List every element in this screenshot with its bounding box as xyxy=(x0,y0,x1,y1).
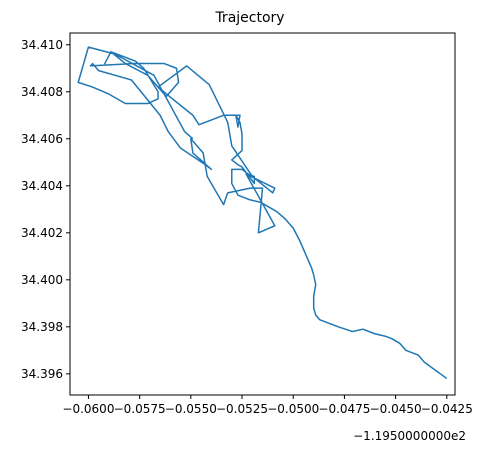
y-axis: 34.396 34.398 34.400 34.402 34.404 34.406 34.4… xyxy=(21,38,70,381)
y-tick-label: 34.406 xyxy=(21,132,63,146)
y-tick-label: 34.398 xyxy=(21,320,63,334)
series-layer xyxy=(77,46,448,380)
y-tick-label: 34.404 xyxy=(21,179,63,193)
x-tick-label: −0.0475 xyxy=(318,402,370,416)
x-tick-label: −0.0575 xyxy=(114,402,166,416)
x-tick-label: −0.0600 xyxy=(62,402,114,416)
x-axis: −0.0600 −0.0575 −0.0550 −0.0525 −0.0500 −0.04… xyxy=(62,395,473,416)
y-tick-label: 34.402 xyxy=(21,226,63,240)
x-tick-label: −0.0425 xyxy=(421,402,473,416)
x-tick-label: −0.0550 xyxy=(165,402,217,416)
y-tick-label: 34.408 xyxy=(21,85,63,99)
trajectory-line-0 xyxy=(77,46,448,380)
x-tick-label: −0.0450 xyxy=(370,402,422,416)
plot-frame xyxy=(69,32,456,396)
x-tick-label: −0.0500 xyxy=(267,402,319,416)
y-tick-label: 34.400 xyxy=(21,273,63,287)
y-tick-label: 34.396 xyxy=(21,367,63,381)
x-tick-label: −0.0525 xyxy=(216,402,268,416)
x-offset-label: −1.1950000000e2 xyxy=(353,429,466,443)
y-tick-label: 34.410 xyxy=(21,38,63,52)
chart-title: Trajectory xyxy=(214,10,284,26)
